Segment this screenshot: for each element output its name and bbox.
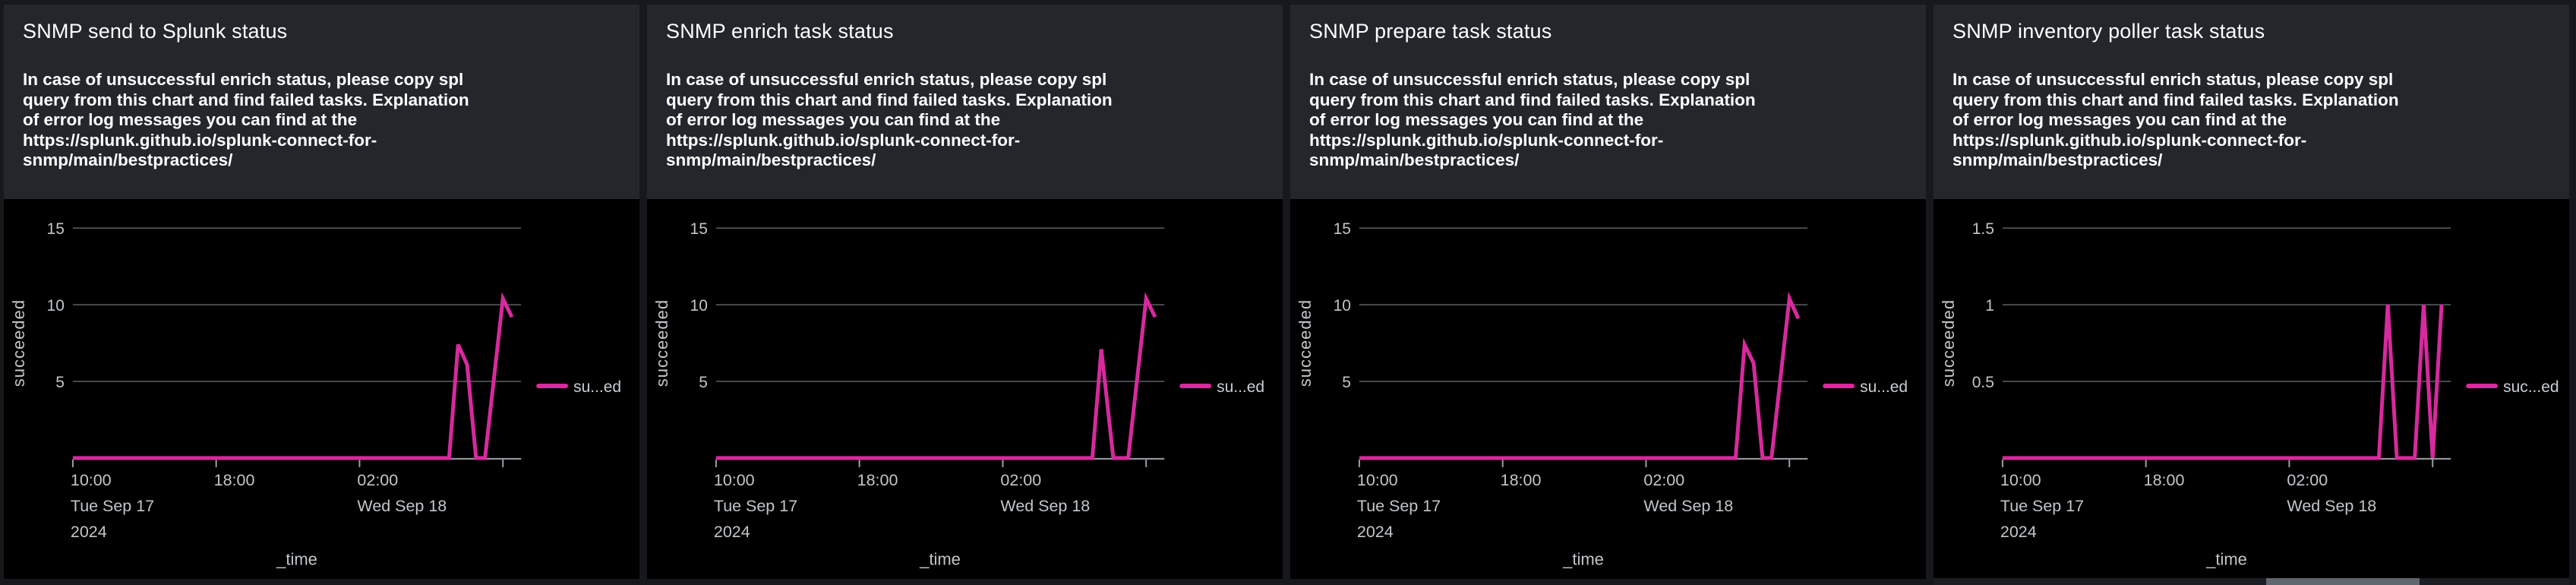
panel-snmp-inventory-poller-task-status: SNMP inventory poller task status In cas… [1934, 5, 2569, 579]
series-line[interactable] [715, 292, 1157, 460]
panel-title: SNMP prepare task status [1309, 20, 1552, 43]
y-tick-label: 5 [699, 374, 708, 391]
legend-label[interactable]: su...ed [573, 378, 621, 396]
x-tick-label: 02:00 [2287, 471, 2328, 489]
y-tick-label: 5 [55, 374, 65, 391]
x-axis-title: _time [919, 550, 961, 569]
y-tick-label: 1.5 [1972, 220, 1994, 238]
line-chart[interactable]: 15 10 5 10:00 Tue Sep 17 2024 18:00 02:00 Wed Se… [647, 199, 1283, 579]
line-chart[interactable]: 15 10 5 10:00 Tue Sep 17 2024 18:00 02:00 Wed Se… [4, 199, 639, 579]
x-tick-label: 2024 [714, 523, 750, 541]
x-tick-label: 2024 [71, 523, 107, 541]
x-tick-label: 18:00 [2144, 471, 2185, 489]
y-axis-title: succeeded [1939, 299, 1958, 387]
x-axis-title: _time [2205, 550, 2247, 569]
x-tick-label: 10:00 [2000, 471, 2041, 489]
x-tick-label: 02:00 [1643, 471, 1684, 489]
y-tick-label: 10 [1334, 297, 1351, 315]
y-axis-title: succeeded [1296, 299, 1315, 387]
x-tick-label: Wed Sep 18 [2287, 497, 2376, 515]
x-tick-label: Wed Sep 18 [1643, 497, 1733, 515]
panel-header: SNMP prepare task status In case of unsu… [1290, 5, 1926, 199]
x-tick-label: 2024 [1357, 523, 1394, 541]
panel-snmp-prepare-task-status: SNMP prepare task status In case of unsu… [1290, 5, 1926, 579]
x-tick-label: 02:00 [357, 471, 398, 489]
legend-label[interactable]: suc...ed [2503, 378, 2559, 396]
x-tick-label: Wed Sep 18 [357, 497, 447, 515]
x-tick-label: Tue Sep 17 [1357, 497, 1441, 515]
legend-label[interactable]: su...ed [1217, 378, 1264, 396]
series-line[interactable] [72, 292, 514, 460]
x-tick-label: Tue Sep 17 [2000, 497, 2084, 515]
horizontal-scrollbar-thumb[interactable] [2266, 578, 2420, 585]
x-tick-label: Tue Sep 17 [714, 497, 797, 515]
y-tick-label: 10 [47, 297, 65, 315]
x-tick-label: 18:00 [214, 471, 255, 489]
y-axis-title: succeeded [9, 299, 28, 387]
panel-title: SNMP send to Splunk status [23, 20, 288, 43]
y-axis-title: succeeded [652, 299, 671, 387]
panel-description: In case of unsuccessful enrich status, p… [1953, 70, 2399, 169]
y-tick-label: 10 [690, 297, 708, 315]
x-axis-title: _time [276, 550, 317, 569]
panel-snmp-send-to-splunk-status: SNMP send to Splunk status In case of un… [4, 5, 639, 579]
x-tick-label: 10:00 [71, 471, 112, 489]
x-tick-label: 18:00 [857, 471, 898, 489]
horizontal-scrollbar-track[interactable] [1934, 578, 2569, 585]
y-tick-label: 15 [1334, 220, 1351, 238]
legend-label[interactable]: su...ed [1860, 378, 1908, 396]
panel-snmp-enrich-task-status: SNMP enrich task status In case of unsuc… [647, 5, 1283, 579]
x-tick-label: Tue Sep 17 [71, 497, 154, 515]
panel-description: In case of unsuccessful enrich status, p… [23, 70, 469, 169]
x-tick-label: 10:00 [1357, 471, 1398, 489]
panel-title: SNMP enrich task status [666, 20, 894, 43]
line-chart[interactable]: 1.5 1 0.5 10:00 Tue Sep 17 2024 18:00 02:00 Wed … [1934, 199, 2569, 579]
x-axis-title: _time [1562, 550, 1604, 569]
panel-title: SNMP inventory poller task status [1953, 20, 2265, 43]
x-tick-label: 10:00 [714, 471, 755, 489]
series-line[interactable] [2002, 304, 2444, 460]
line-chart[interactable]: 15 10 5 10:00 Tue Sep 17 2024 18:00 02:00 Wed Se… [1290, 199, 1926, 579]
y-tick-label: 0.5 [1972, 374, 1994, 391]
panel-header: SNMP enrich task status In case of unsuc… [647, 5, 1283, 199]
y-tick-label: 15 [690, 220, 708, 238]
panel-header: SNMP inventory poller task status In cas… [1934, 5, 2569, 199]
x-tick-label: 18:00 [1501, 471, 1542, 489]
y-tick-label: 1 [1985, 297, 1994, 315]
x-tick-label: Wed Sep 18 [1000, 497, 1090, 515]
x-tick-label: 2024 [2000, 523, 2037, 541]
panel-description: In case of unsuccessful enrich status, p… [1309, 70, 1756, 169]
series-line[interactable] [1359, 291, 1801, 460]
y-tick-label: 5 [1342, 374, 1351, 391]
x-tick-label: 02:00 [1000, 471, 1041, 489]
panel-header: SNMP send to Splunk status In case of un… [4, 5, 639, 199]
panel-description: In case of unsuccessful enrich status, p… [666, 70, 1113, 169]
y-tick-label: 15 [47, 220, 65, 238]
